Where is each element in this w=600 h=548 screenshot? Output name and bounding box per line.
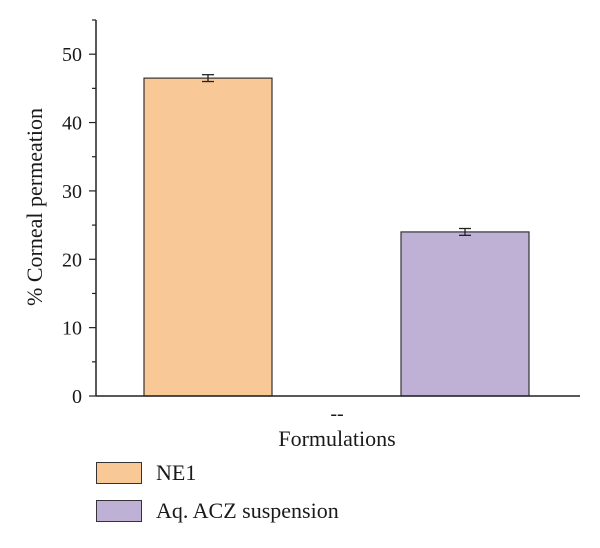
legend-item-aq-acz-suspension: Aq. ACZ suspension <box>96 498 339 524</box>
bar-ne1 <box>143 77 273 397</box>
y-tick-label: 50 <box>62 44 82 66</box>
y-tick-label: 0 <box>72 386 82 408</box>
bar-aq-acz-suspension <box>400 231 530 397</box>
y-tick-label: 40 <box>62 113 82 135</box>
y-tick-label: 20 <box>62 249 82 271</box>
y-tick-label: 30 <box>62 181 82 203</box>
x-axis-label: Formulations <box>278 426 395 451</box>
error-bar-aq-acz-suspension <box>459 227 471 236</box>
y-axis-ticks: 0 10 20 30 40 50 <box>62 19 96 408</box>
legend-swatch-ne1 <box>96 462 142 484</box>
legend-label-ne1: NE1 <box>156 460 197 485</box>
bars <box>143 74 530 397</box>
axes <box>95 20 580 397</box>
legend: NE1 Aq. ACZ suspension <box>96 460 339 536</box>
legend-item-ne1: NE1 <box>96 460 339 486</box>
y-axis-label: % Corneal permeation <box>22 108 47 306</box>
x-tick-label: -- <box>330 403 343 425</box>
legend-label-aq-acz-suspension: Aq. ACZ suspension <box>156 498 339 523</box>
error-bar-ne1 <box>202 74 214 83</box>
legend-swatch-aq-acz-suspension <box>96 500 142 522</box>
y-tick-label: 10 <box>62 318 82 340</box>
